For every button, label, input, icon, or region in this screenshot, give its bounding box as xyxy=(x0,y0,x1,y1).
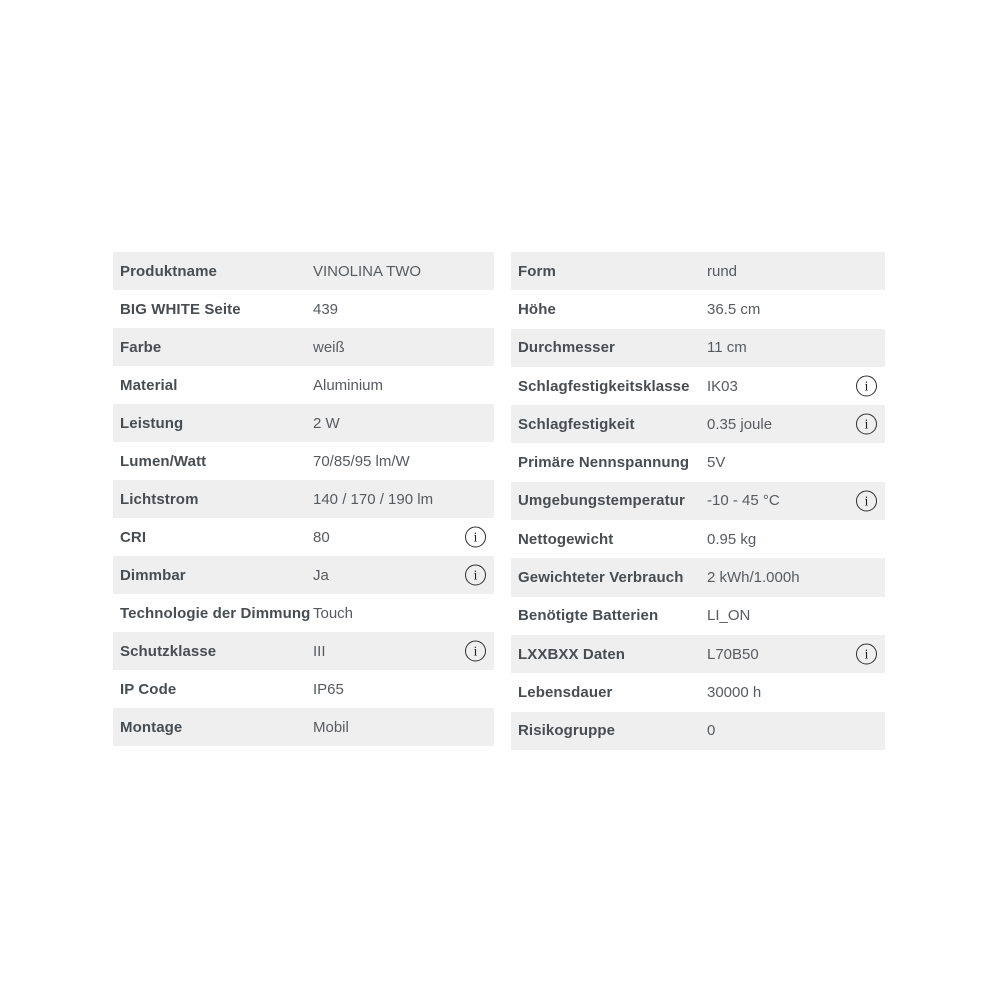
info-icon[interactable]: i xyxy=(856,643,877,665)
spec-row: Primäre Nennspannung 5V xyxy=(511,443,885,482)
spec-label: Produktname xyxy=(120,262,217,280)
spec-label: Lebensdauer xyxy=(518,683,613,701)
spec-row: Lebensdauer 30000 h xyxy=(511,673,885,712)
spec-value: III xyxy=(313,642,326,660)
spec-label: BIG WHITE Seite xyxy=(120,300,241,318)
spec-value: IK03 xyxy=(707,377,738,395)
spec-row: Schlagfestigkeitsklasse IK03 i xyxy=(511,366,885,406)
spec-label: Material xyxy=(120,376,178,394)
spec-value: 2 kWh/1.000h xyxy=(707,569,800,587)
spec-row: Form rund xyxy=(511,252,885,291)
spec-value: 0.35 joule xyxy=(707,415,773,433)
spec-row: Material Aluminium xyxy=(113,366,494,404)
spec-label: Primäre Nennspannung xyxy=(518,454,690,472)
spec-value: Mobil xyxy=(313,718,349,736)
spec-row: Risikogruppe 0 xyxy=(511,711,885,750)
spec-row: Technologie der Dimmung Touch xyxy=(113,594,494,632)
spec-label: Umgebungstemperatur xyxy=(518,492,685,510)
spec-label: Lumen/Watt xyxy=(120,452,207,470)
spec-value: 439 xyxy=(313,300,339,318)
spec-label: Benötigte Batterien xyxy=(518,607,659,625)
spec-label: Technologie der Dimmung xyxy=(120,604,311,622)
spec-row: Schlagfestigkeit 0.35 joule i xyxy=(511,405,885,444)
spec-label: Höhe xyxy=(518,300,556,318)
spec-row: Gewichteter Verbrauch 2 kWh/1.000h xyxy=(511,558,885,597)
spec-row: LXXBXX Daten L70B50 i xyxy=(511,634,885,674)
spec-row: BIG WHITE Seite 439 xyxy=(113,290,494,328)
spec-value: 0 xyxy=(707,722,716,740)
spec-value: IP65 xyxy=(313,680,344,698)
spec-value: LI_ON xyxy=(707,607,751,625)
spec-label: Durchmesser xyxy=(518,339,615,357)
spec-value: weiß xyxy=(313,338,345,356)
spec-value: Touch xyxy=(313,604,354,622)
spec-value: 80 xyxy=(313,528,330,546)
spec-label: Form xyxy=(518,262,556,280)
spec-label: Dimmbar xyxy=(120,566,186,584)
spec-value: 0.95 kg xyxy=(707,530,757,548)
info-icon[interactable]: i xyxy=(856,375,877,397)
spec-table-right: Form rund Höhe 36.5 cm Durchmesser 11 cm Schla… xyxy=(511,252,885,750)
spec-label: Gewichteter Verbrauch xyxy=(518,569,684,587)
spec-row: Benötigte Batterien LI_ON xyxy=(511,596,885,635)
spec-row: Höhe 36.5 cm xyxy=(511,290,885,329)
spec-value: VINOLINA TWO xyxy=(313,262,422,280)
spec-row: Nettogewicht 0.95 kg xyxy=(511,520,885,559)
spec-row: Umgebungstemperatur -10 - 45 °C i xyxy=(511,481,885,521)
spec-row: Montage Mobil xyxy=(113,708,494,746)
spec-value: 140 / 170 / 190 lm xyxy=(313,490,434,508)
spec-table-left: Produktname VINOLINA TWO BIG WHITE Seite 43… xyxy=(113,252,494,746)
spec-value: 11 cm xyxy=(707,339,747,357)
spec-row: Farbe weiß xyxy=(113,328,494,366)
spec-label: Schutzklasse xyxy=(120,642,217,660)
spec-value: Aluminium xyxy=(313,376,384,394)
spec-label: Risikogruppe xyxy=(518,722,616,740)
info-icon[interactable]: i xyxy=(465,564,486,586)
spec-value: -10 - 45 °C xyxy=(707,492,780,510)
spec-label: Montage xyxy=(120,718,183,736)
spec-value: 70/85/95 lm/W xyxy=(313,452,410,470)
info-icon[interactable]: i xyxy=(465,640,486,662)
spec-row: Schutzklasse III i xyxy=(113,632,494,670)
spec-label: IP Code xyxy=(120,680,177,698)
spec-row: Lumen/Watt 70/85/95 lm/W xyxy=(113,442,494,480)
spec-value: rund xyxy=(707,262,738,280)
spec-label: CRI xyxy=(120,528,147,546)
info-icon[interactable]: i xyxy=(856,413,877,435)
spec-label: Lichtstrom xyxy=(120,490,199,508)
info-icon[interactable]: i xyxy=(465,526,486,548)
spec-row: Leistung 2 W xyxy=(113,404,494,442)
spec-label: LXXBXX Daten xyxy=(518,645,626,663)
spec-value: 36.5 cm xyxy=(707,300,761,318)
spec-row: Produktname VINOLINA TWO xyxy=(113,252,494,290)
spec-label: Farbe xyxy=(120,338,162,356)
spec-value: 5V xyxy=(707,454,726,472)
spec-value: L70B50 xyxy=(707,645,759,663)
spec-label: Nettogewicht xyxy=(518,530,614,548)
spec-label: Leistung xyxy=(120,414,184,432)
spec-row: Lichtstrom 140 / 170 / 190 lm xyxy=(113,480,494,518)
spec-value: 2 W xyxy=(313,414,340,432)
spec-label: Schlagfestigkeit xyxy=(518,415,635,433)
spec-value: Ja xyxy=(313,566,329,584)
spec-row: IP Code IP65 xyxy=(113,670,494,708)
spec-value: 30000 h xyxy=(707,683,762,701)
spec-label: Schlagfestigkeitsklasse xyxy=(518,377,690,395)
spec-row: Dimmbar Ja i xyxy=(113,556,494,594)
spec-row: Durchmesser 11 cm xyxy=(511,328,885,367)
spec-row: CRI 80 i xyxy=(113,518,494,556)
info-icon[interactable]: i xyxy=(856,490,877,512)
